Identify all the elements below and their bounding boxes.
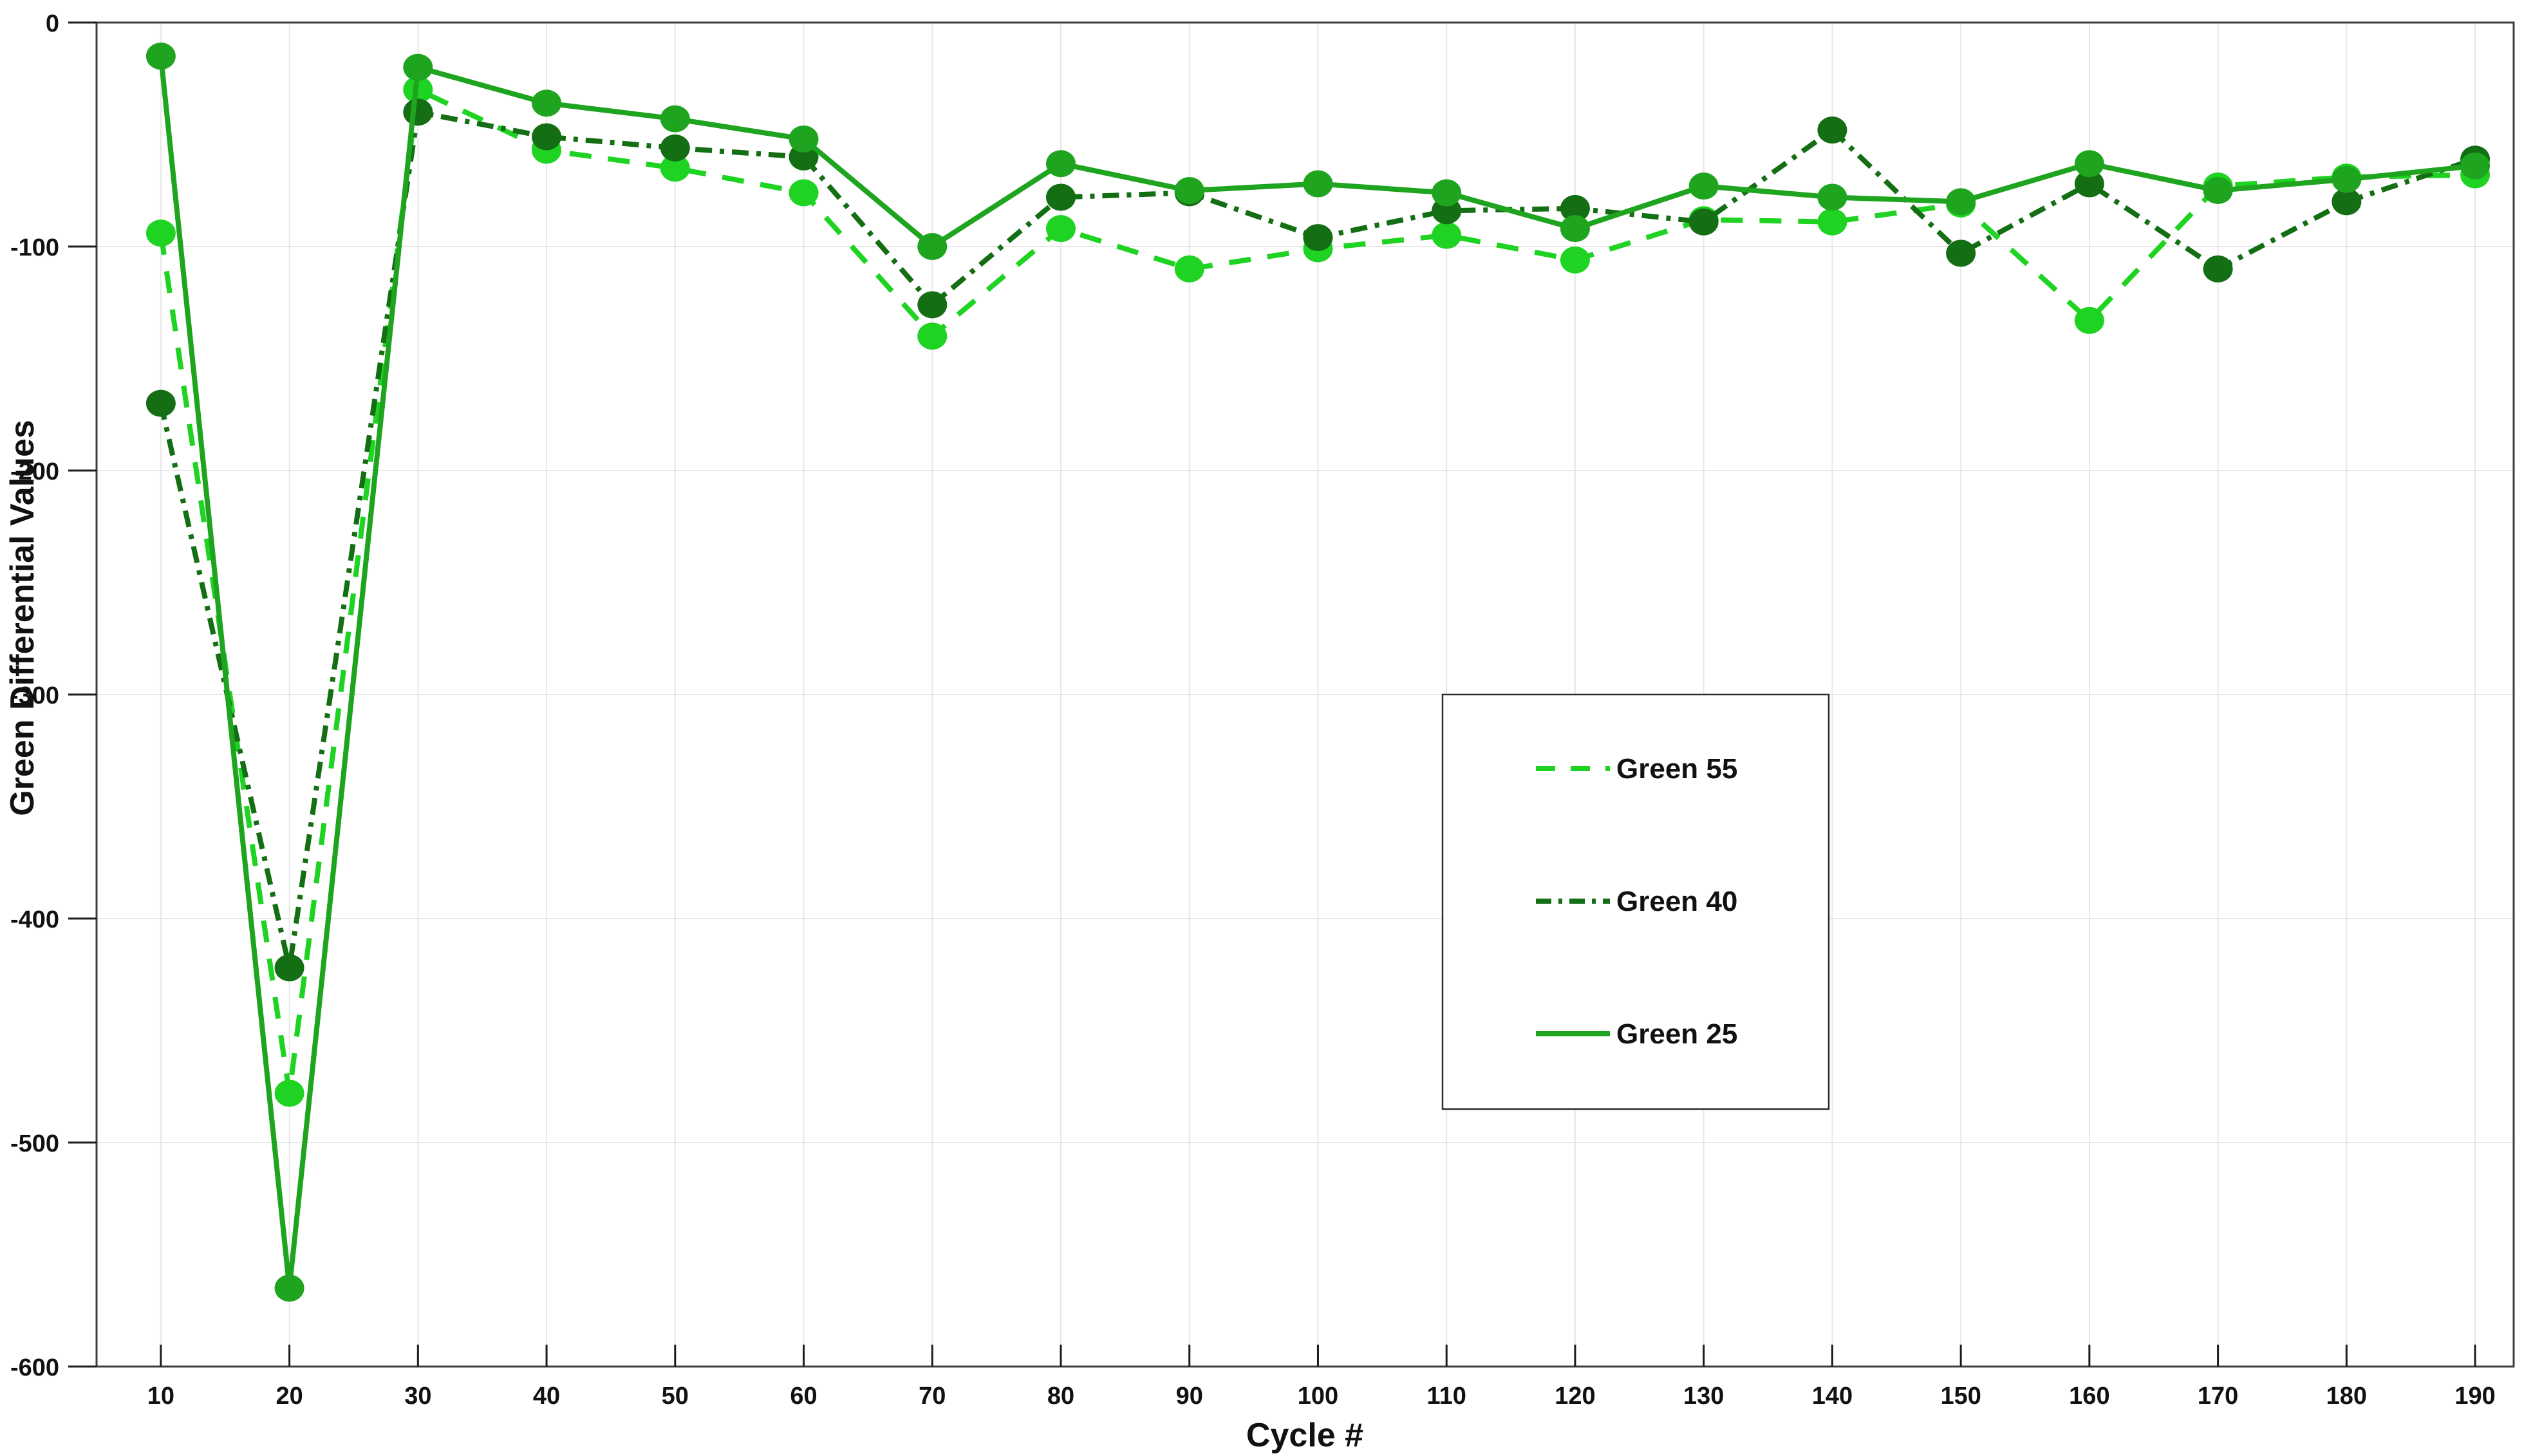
data-point-marker xyxy=(2074,306,2104,334)
y-tick-label: -200 xyxy=(10,458,59,485)
data-point-marker xyxy=(1560,246,1590,274)
data-point-marker xyxy=(789,179,819,207)
legend-item-label: Green 40 xyxy=(1616,886,1737,917)
data-point-marker xyxy=(917,291,948,319)
legend-box xyxy=(1441,693,1830,1110)
x-tick-label: 80 xyxy=(1047,1383,1074,1410)
data-point-marker xyxy=(145,389,176,417)
data-point-marker xyxy=(403,53,433,81)
data-point-marker xyxy=(660,105,690,133)
x-axis-title: Cycle # xyxy=(1246,1417,1363,1454)
legend: Green 55 Green 40 Green 25 xyxy=(1441,693,1830,1110)
data-point-marker xyxy=(917,233,948,260)
data-point-marker xyxy=(2074,150,2104,178)
series-green-25 xyxy=(145,42,2491,1302)
x-tick-label: 190 xyxy=(2454,1383,2495,1410)
y-tick-label: -400 xyxy=(10,906,59,933)
data-point-marker xyxy=(2203,177,2233,204)
x-tick-label: 110 xyxy=(1427,1383,1466,1410)
data-point-marker xyxy=(1817,208,1847,236)
data-point-marker xyxy=(2203,255,2233,283)
data-point-marker xyxy=(403,98,433,126)
data-point-marker xyxy=(1560,194,1590,222)
data-point-marker xyxy=(1688,173,1719,200)
data-point-marker xyxy=(1174,177,1204,204)
legend-item-label: Green 55 xyxy=(1616,753,1737,785)
legend-item-green-55: Green 55 xyxy=(1536,753,1737,785)
data-point-marker xyxy=(1817,183,1847,211)
legend-item-green-40: Green 40 xyxy=(1536,886,1737,917)
data-point-marker xyxy=(532,123,562,151)
data-point-marker xyxy=(1303,170,1333,198)
data-point-marker xyxy=(1432,179,1462,207)
axis-ticks xyxy=(68,21,2476,1368)
x-tick-label: 50 xyxy=(662,1383,689,1410)
y-tick-label: -500 xyxy=(10,1130,59,1157)
data-point-marker xyxy=(1946,188,1976,216)
data-point-marker xyxy=(274,954,304,982)
y-tick-label: -600 xyxy=(10,1354,59,1381)
gridlines xyxy=(97,23,2514,1367)
y-tick-label: 0 xyxy=(46,10,59,37)
x-tick-label: 40 xyxy=(533,1383,560,1410)
x-tick-label: 180 xyxy=(2326,1383,2367,1410)
data-point-marker xyxy=(145,219,176,247)
data-series xyxy=(145,42,2491,1302)
data-point-marker xyxy=(2074,170,2104,198)
data-point-marker xyxy=(2332,188,2362,216)
legend-item-label: Green 25 xyxy=(1616,1018,1737,1050)
x-tick-label: 160 xyxy=(2069,1383,2109,1410)
y-tick-label: -100 xyxy=(10,234,59,261)
data-point-marker xyxy=(660,154,690,182)
data-point-marker xyxy=(1303,224,1333,252)
data-point-marker xyxy=(145,42,176,70)
data-point-marker xyxy=(660,134,690,162)
data-point-marker xyxy=(274,1274,304,1302)
x-tick-label: 120 xyxy=(1555,1383,1595,1410)
x-tick-label: 150 xyxy=(1940,1383,1981,1410)
legend-item-green-25: Green 25 xyxy=(1536,1018,1737,1050)
data-point-marker xyxy=(1560,215,1590,243)
data-point-marker xyxy=(1046,215,1076,243)
data-point-marker xyxy=(1946,239,1976,267)
x-tick-label: 100 xyxy=(1298,1383,1338,1410)
data-point-marker xyxy=(2460,152,2491,180)
data-point-marker xyxy=(789,125,819,153)
x-tick-label: 30 xyxy=(404,1383,431,1410)
x-tick-label: 60 xyxy=(790,1383,817,1410)
data-point-marker xyxy=(917,322,948,350)
data-point-marker xyxy=(1046,183,1076,211)
x-tick-label: 90 xyxy=(1176,1383,1203,1410)
data-point-marker xyxy=(532,89,562,117)
data-point-marker xyxy=(1688,208,1719,236)
y-tick-label: -300 xyxy=(10,682,59,709)
data-point-marker xyxy=(1174,255,1204,283)
data-point-marker xyxy=(274,1079,304,1107)
data-point-marker xyxy=(1432,221,1462,249)
x-tick-label: 70 xyxy=(919,1383,946,1410)
y-axis-title: Green Differential Values xyxy=(4,420,41,816)
x-tick-label: 140 xyxy=(1812,1383,1853,1410)
x-tick-label: 170 xyxy=(2198,1383,2238,1410)
x-tick-label: 10 xyxy=(147,1383,174,1410)
x-tick-label: 20 xyxy=(276,1383,303,1410)
axis-tick-labels: 10 20 30 40 50 60 70 80 90 100 110 120 130 140 150 160 1… xyxy=(10,10,2496,1410)
x-tick-label: 130 xyxy=(1683,1383,1724,1410)
data-point-marker xyxy=(1046,150,1076,178)
data-point-marker xyxy=(1817,117,1847,144)
data-point-marker xyxy=(2332,165,2362,193)
